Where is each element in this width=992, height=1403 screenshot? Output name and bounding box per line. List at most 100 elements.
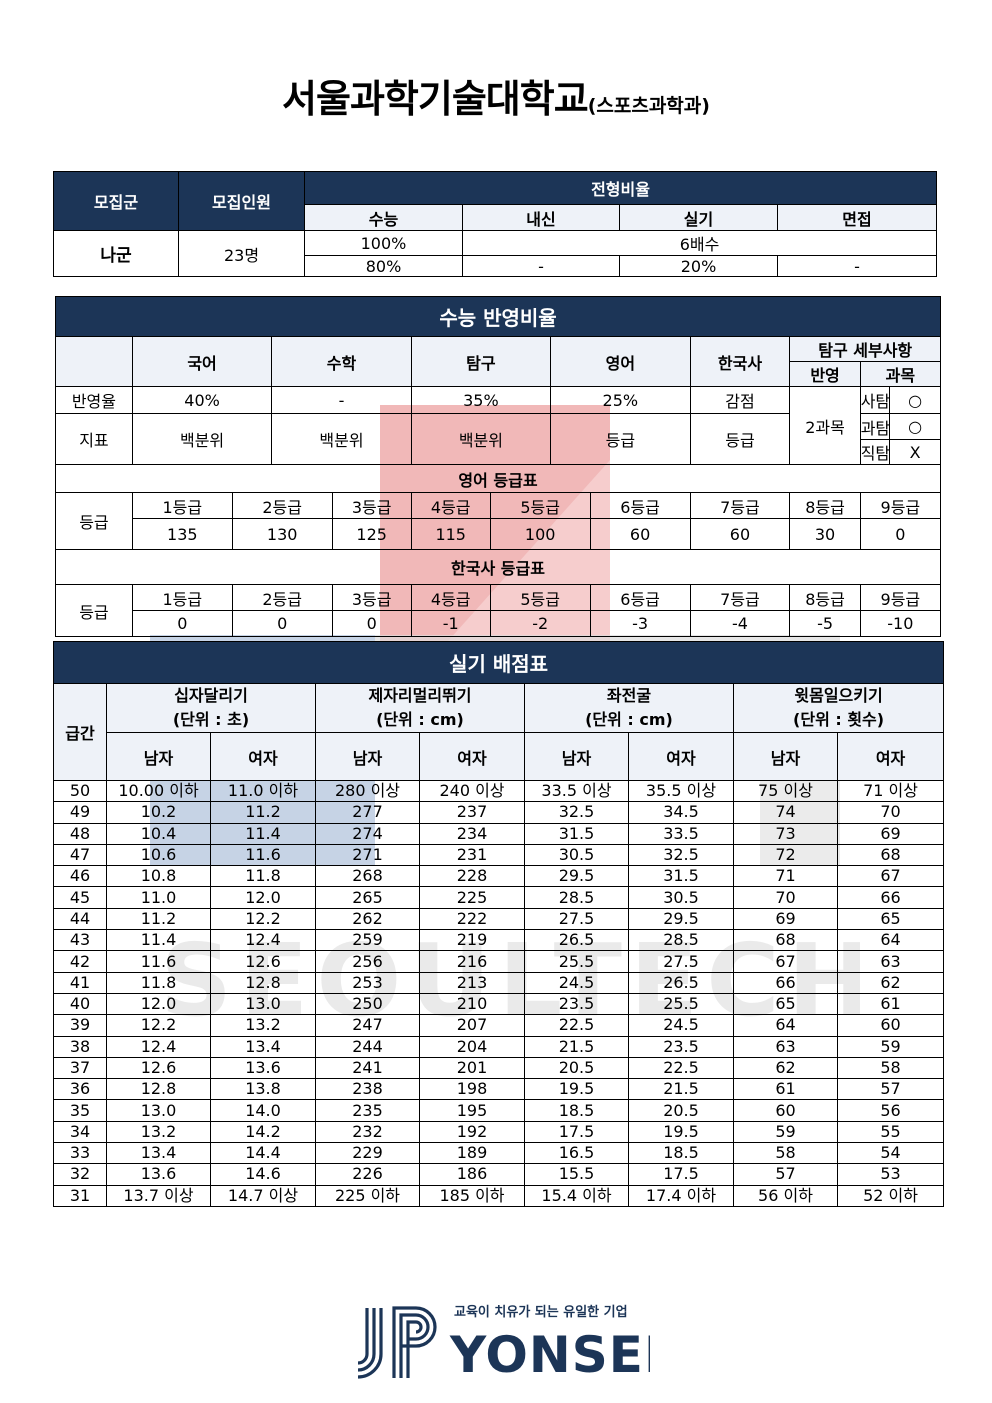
tam-name-0: 사탐: [859, 386, 891, 414]
h-male: 남자: [733, 732, 838, 781]
table-row: 47 10.6 11.6 271 231 30.5 32.5 72 68: [53, 843, 945, 867]
score-cell: 237: [419, 801, 525, 824]
score-cell: 247: [315, 1014, 420, 1037]
score-cell: 11.0: [106, 886, 211, 909]
score-cell: 189: [419, 1142, 525, 1165]
r2-myeonjeop: -: [776, 255, 938, 277]
suneung-title: 수능 반영비율: [55, 296, 941, 337]
score-cell: 70: [733, 886, 838, 909]
score-cell: 231: [419, 843, 525, 867]
score-cell: 274: [315, 822, 420, 845]
score-cell: 14.0: [210, 1099, 316, 1122]
level-cell: 46: [53, 865, 107, 888]
score-cell: 64: [733, 1014, 838, 1037]
score-cell: 15.5: [524, 1163, 629, 1186]
score-cell: 240 이상: [419, 779, 525, 803]
score-cell: 28.5: [628, 929, 734, 952]
score-cell: 235: [315, 1099, 420, 1122]
score-cell: 61: [733, 1078, 838, 1101]
score-cell: 70: [836, 801, 945, 824]
score-cell: 225 이하: [315, 1184, 420, 1207]
h-ban: 반영: [789, 361, 861, 387]
score-cell: 195: [419, 1099, 525, 1122]
level-cell: 35: [53, 1099, 107, 1122]
score-cell: 12.6: [210, 950, 316, 973]
table-row: 36 12.8 13.8 238 198 19.5 21.5 61 57: [53, 1078, 945, 1101]
kor-grade-label: 등급: [55, 584, 133, 637]
score-cell: 13.8: [210, 1078, 316, 1101]
h-male: 남자: [315, 732, 420, 781]
kor-score-9: -10: [859, 610, 942, 637]
kor-grade-5: 5등급: [489, 584, 591, 611]
level-cell: 45: [53, 886, 107, 909]
eng-grade-1: 1등급: [131, 492, 233, 519]
score-cell: 59: [733, 1120, 838, 1144]
kor-grade-1: 1등급: [131, 584, 233, 611]
event-0-header: 십자달리기 (단위 : 초): [106, 683, 316, 733]
score-cell: 241: [315, 1056, 420, 1080]
score-cell: 13.6: [210, 1056, 316, 1080]
score-cell: 60: [733, 1099, 838, 1122]
score-cell: 18.5: [524, 1099, 629, 1122]
score-cell: 59: [836, 1035, 945, 1058]
score-cell: 72: [733, 843, 838, 867]
subj-kor: 국어: [131, 336, 273, 387]
score-cell: 18.5: [628, 1142, 734, 1165]
score-cell: 204: [419, 1035, 525, 1058]
h-female: 여자: [419, 732, 525, 781]
h-group: 모집군: [53, 171, 179, 231]
table-row: 37 12.6 13.6 241 201 20.5 22.5 62 58: [53, 1056, 945, 1080]
score-cell: 54: [836, 1142, 945, 1165]
score-cell: 14.6: [210, 1163, 316, 1186]
level-cell: 43: [53, 929, 107, 952]
kor-grade-2: 2등급: [231, 584, 333, 611]
event-2-header: 좌전굴 (단위 : cm): [524, 683, 734, 733]
kor-score-2: 0: [231, 610, 333, 637]
score-cell: 185 이하: [419, 1184, 525, 1207]
score-cell: 228: [419, 865, 525, 888]
event-3-name: 윗몸일으키기: [794, 686, 883, 705]
tamgu-detail: 탐구 세부사항: [789, 336, 941, 362]
score-cell: 19.5: [628, 1120, 734, 1144]
score-cell: 31.5: [628, 865, 734, 888]
score-cell: 256: [315, 950, 420, 973]
score-cell: 277: [315, 801, 420, 824]
table-row: 46 10.8 11.8 268 228 29.5 31.5 71 67: [53, 865, 945, 888]
score-cell: 11.6: [210, 843, 316, 867]
level-cell: 47: [53, 843, 107, 867]
score-cell: 17.4 이하: [628, 1184, 734, 1207]
practical-title: 실기 배점표: [52, 641, 945, 684]
score-cell: 26.5: [524, 929, 629, 952]
score-cell: 198: [419, 1078, 525, 1101]
table-row: 45 11.0 12.0 265 225 28.5 30.5 70 66: [53, 886, 945, 909]
score-cell: 60: [836, 1014, 945, 1037]
score-cell: 16.5: [524, 1142, 629, 1165]
score-cell: 244: [315, 1035, 420, 1058]
score-cell: 280 이상: [315, 779, 420, 803]
r2-suneung: 80%: [304, 255, 463, 277]
score-cell: 265: [315, 886, 420, 909]
count-value: 23명: [178, 230, 305, 277]
title-main: 서울과학기술대학교: [282, 77, 589, 121]
score-cell: 30.5: [628, 886, 734, 909]
score-cell: 271: [315, 843, 420, 867]
kor-score-5: -2: [489, 610, 591, 637]
score-cell: 207: [419, 1014, 525, 1037]
event-0-name: 십자달리기: [174, 686, 248, 705]
score-cell: 33.5: [628, 822, 734, 845]
kor-score-1: 0: [131, 610, 233, 637]
score-cell: 29.5: [524, 865, 629, 888]
score-cell: 21.5: [628, 1078, 734, 1101]
level-cell: 48: [53, 822, 107, 845]
h-level: 급간: [53, 683, 107, 781]
corner-cell: [55, 336, 133, 387]
score-cell: 11.6: [106, 950, 211, 973]
score-cell: 26.5: [628, 971, 734, 994]
rate-math: -: [271, 386, 412, 414]
score-cell: 10.4: [106, 822, 211, 845]
score-cell: 71: [733, 865, 838, 888]
level-cell: 40: [53, 992, 107, 1016]
score-cell: 58: [733, 1142, 838, 1165]
table-row: 38 12.4 13.4 244 204 21.5 23.5 63 59: [53, 1035, 945, 1058]
event-3-header: 윗몸일으키기 (단위 : 횟수): [732, 683, 945, 733]
